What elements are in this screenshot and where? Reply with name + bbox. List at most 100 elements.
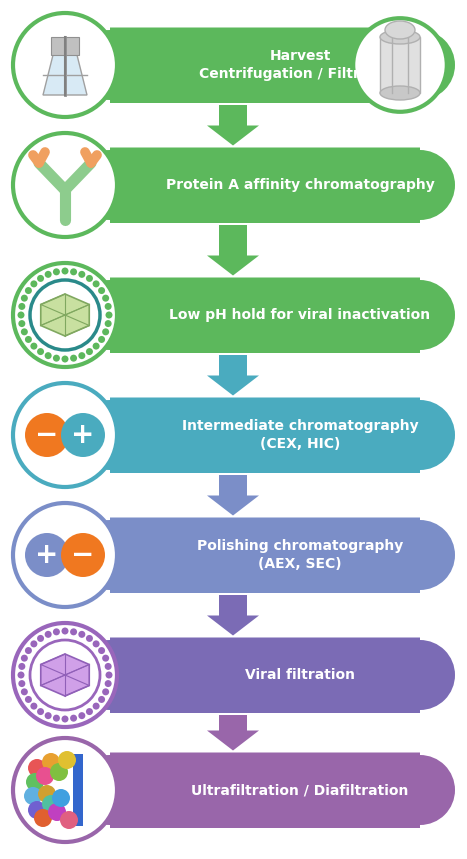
Wedge shape: [75, 520, 110, 590]
Circle shape: [13, 133, 117, 237]
Circle shape: [70, 268, 77, 276]
Circle shape: [18, 680, 25, 687]
Wedge shape: [75, 30, 110, 100]
Circle shape: [78, 352, 85, 359]
Circle shape: [86, 275, 93, 282]
Text: Ultrafiltration / Diafiltration: Ultrafiltration / Diafiltration: [191, 783, 409, 797]
Bar: [73, 754, 83, 826]
Circle shape: [21, 328, 28, 335]
Circle shape: [13, 263, 117, 367]
Circle shape: [38, 785, 56, 803]
Circle shape: [353, 18, 447, 112]
Circle shape: [102, 328, 109, 335]
Circle shape: [86, 635, 93, 642]
Circle shape: [78, 712, 85, 719]
Circle shape: [18, 663, 25, 670]
Circle shape: [92, 703, 99, 710]
Bar: [110, 637, 420, 712]
FancyBboxPatch shape: [110, 637, 420, 712]
Circle shape: [37, 635, 44, 642]
Wedge shape: [420, 755, 455, 825]
Bar: [219, 594, 247, 616]
Circle shape: [13, 738, 117, 842]
Circle shape: [62, 267, 69, 275]
Circle shape: [53, 355, 60, 362]
Bar: [219, 474, 247, 496]
Circle shape: [25, 533, 69, 577]
Ellipse shape: [380, 30, 420, 44]
Polygon shape: [43, 55, 87, 95]
Circle shape: [45, 271, 52, 277]
Bar: [219, 715, 247, 730]
Circle shape: [61, 533, 105, 577]
Circle shape: [70, 355, 77, 362]
Bar: [380, 37, 420, 93]
Circle shape: [92, 343, 99, 350]
FancyBboxPatch shape: [110, 398, 420, 472]
Text: Protein A affinity chromatography: Protein A affinity chromatography: [166, 178, 434, 192]
Circle shape: [105, 320, 112, 327]
FancyBboxPatch shape: [110, 148, 420, 222]
Circle shape: [25, 696, 32, 703]
Circle shape: [106, 312, 113, 319]
FancyBboxPatch shape: [110, 752, 420, 827]
Bar: [110, 148, 420, 222]
Bar: [110, 27, 420, 102]
Circle shape: [36, 767, 54, 785]
Circle shape: [70, 628, 77, 636]
Text: −: −: [71, 541, 95, 569]
Circle shape: [62, 356, 69, 362]
Circle shape: [50, 763, 68, 781]
Wedge shape: [420, 30, 455, 100]
Circle shape: [98, 696, 105, 703]
Circle shape: [30, 343, 37, 350]
Circle shape: [70, 715, 77, 722]
Circle shape: [98, 647, 105, 654]
FancyBboxPatch shape: [110, 517, 420, 593]
Circle shape: [18, 320, 25, 327]
Circle shape: [86, 708, 93, 715]
Wedge shape: [420, 520, 455, 590]
Circle shape: [37, 275, 44, 282]
Wedge shape: [75, 755, 110, 825]
Circle shape: [62, 716, 69, 722]
Circle shape: [78, 631, 85, 638]
Wedge shape: [75, 640, 110, 710]
Wedge shape: [75, 400, 110, 470]
Circle shape: [106, 672, 113, 679]
Bar: [51, 37, 79, 55]
Circle shape: [102, 655, 109, 661]
Circle shape: [30, 280, 100, 350]
Circle shape: [52, 789, 70, 807]
Circle shape: [13, 503, 117, 607]
Circle shape: [18, 303, 25, 310]
Circle shape: [78, 271, 85, 277]
Circle shape: [53, 628, 60, 636]
Circle shape: [102, 688, 109, 695]
FancyBboxPatch shape: [110, 27, 420, 102]
Circle shape: [92, 280, 99, 288]
Circle shape: [53, 268, 60, 276]
Circle shape: [86, 348, 93, 355]
Polygon shape: [207, 616, 259, 636]
Bar: [219, 355, 247, 375]
Circle shape: [25, 413, 69, 457]
Text: Low pH hold for viral inactivation: Low pH hold for viral inactivation: [170, 308, 431, 322]
Circle shape: [42, 795, 60, 813]
Wedge shape: [75, 150, 110, 220]
Text: +: +: [71, 421, 95, 449]
Circle shape: [98, 287, 105, 294]
Circle shape: [58, 751, 76, 769]
Bar: [110, 398, 420, 472]
Circle shape: [48, 803, 66, 821]
Circle shape: [61, 413, 105, 457]
Circle shape: [60, 811, 78, 829]
Circle shape: [28, 801, 46, 819]
Text: Harvest
Centrifugation / Filtration: Harvest Centrifugation / Filtration: [199, 49, 401, 82]
Ellipse shape: [380, 86, 420, 100]
Circle shape: [21, 655, 28, 661]
Text: Viral filtration: Viral filtration: [245, 668, 355, 682]
Circle shape: [102, 295, 109, 302]
Circle shape: [13, 13, 117, 117]
Circle shape: [62, 628, 69, 635]
